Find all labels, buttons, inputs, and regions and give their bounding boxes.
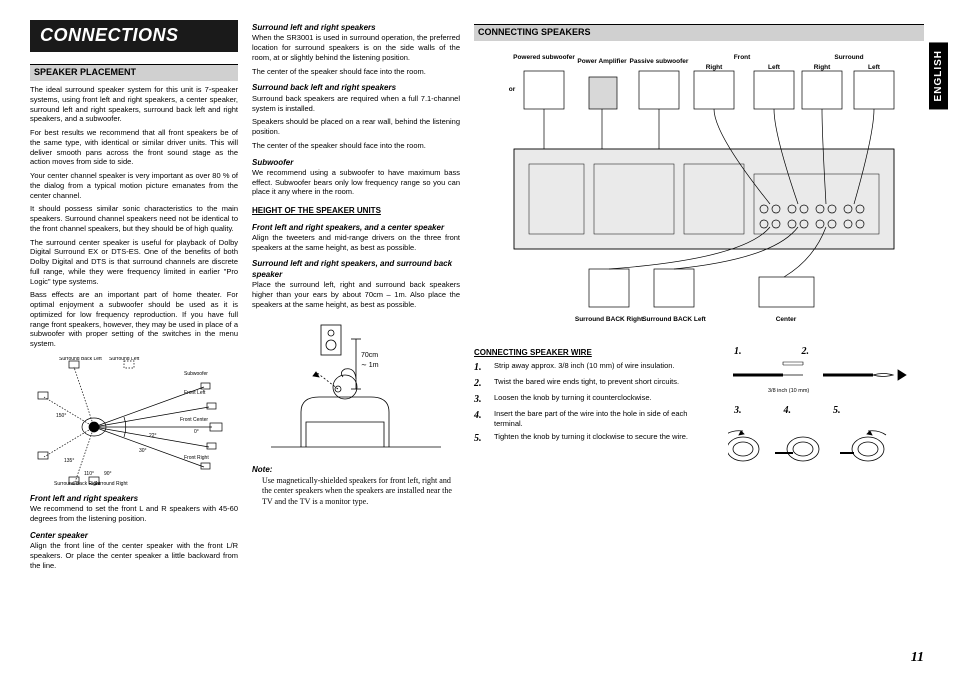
svg-text:3/8 inch (10 mm): 3/8 inch (10 mm): [768, 388, 809, 394]
svg-text:Subwoofer: Subwoofer: [184, 371, 208, 377]
wire-strip-icon: 3/8 inch (10 mm): [728, 360, 908, 400]
steps-list: 1. Strip away approx. 3/8 inch (10 mm) of…: [474, 361, 714, 445]
page-title: CONNECTIONS: [30, 20, 238, 52]
svg-text:Center: Center: [776, 316, 797, 323]
body-text: The center of the speaker should face in…: [252, 141, 460, 151]
subhead-height-front: Front left and right speakers, and a cen…: [252, 223, 460, 233]
subhead-subwoofer: Subwoofer: [252, 158, 460, 168]
body-text: Align the tweeters and mid-range drivers…: [252, 233, 460, 253]
svg-text:Power Amplifier: Power Amplifier: [577, 58, 627, 65]
subhead-front-lr: Front left and right speakers: [30, 494, 238, 504]
svg-text:22°: 22°: [149, 433, 157, 439]
subhead-height-surround: Surround left and right speakers, and su…: [252, 259, 460, 280]
diagram-step-num: 1.: [734, 345, 742, 358]
ear-height-diagram: 70cm ∼ 1m: [252, 317, 460, 457]
body-text: The surround center speaker is useful fo…: [30, 238, 238, 287]
svg-text:150°: 150°: [56, 413, 66, 419]
subhead-surround-back: Surround back left and right speakers: [252, 83, 460, 93]
diagram-step-num: 5.: [833, 404, 841, 417]
column-left: CONNECTIONS SPEAKER PLACEMENT The ideal …: [30, 20, 238, 663]
step-num: 2.: [474, 377, 488, 390]
svg-text:Front: Front: [734, 54, 751, 61]
svg-text:110°: 110°: [84, 471, 94, 477]
svg-text:Front Center: Front Center: [180, 417, 208, 423]
page-content: CONNECTIONS SPEAKER PLACEMENT The ideal …: [0, 0, 954, 675]
subhead-surround-lr: Surround left and right speakers: [252, 23, 460, 33]
svg-text:Left: Left: [868, 64, 881, 71]
note-body: Use magnetically-shielded speakers for f…: [252, 476, 460, 507]
step-text: Insert the bare part of the wire into th…: [494, 409, 714, 429]
svg-text:Surround BACK Right: Surround BACK Right: [575, 316, 644, 323]
body-text: Place the surround left, right and surro…: [252, 280, 460, 309]
svg-text:30°: 30°: [139, 448, 147, 454]
wire-instructions: CONNECTING SPEAKER WIRE 1. Strip away app…: [474, 343, 714, 483]
column-right: CONNECTING SPEAKERS: [474, 20, 924, 663]
section-heading-speaker-placement: SPEAKER PLACEMENT: [30, 64, 238, 81]
page-number: 11: [911, 649, 924, 667]
subhead-center: Center speaker: [30, 531, 238, 541]
svg-text:Surround Left: Surround Left: [109, 357, 140, 362]
svg-text:Surround: Surround: [834, 54, 863, 61]
diagram-step-num: 3.: [734, 404, 742, 417]
svg-text:Passive subwoofer: Passive subwoofer: [630, 58, 689, 65]
step-text: Loosen the knob by turning it counterclo…: [494, 393, 652, 403]
note-heading: Note:: [252, 465, 460, 475]
body-text: Surround back speakers are required when…: [252, 94, 460, 114]
body-text: When the SR3001 is used in surround oper…: [252, 33, 460, 62]
subhead-height: HEIGHT OF THE SPEAKER UNITS: [252, 206, 460, 216]
svg-text:90°: 90°: [104, 471, 112, 477]
body-text: Bass effects are an important part of ho…: [30, 290, 238, 349]
body-text: The center of the speaker should face in…: [252, 67, 460, 77]
svg-text:Surround Back Left: Surround Back Left: [59, 357, 102, 362]
body-text: It should possess similar sonic characte…: [30, 204, 238, 233]
step-num: 3.: [474, 393, 488, 406]
step-num: 1.: [474, 361, 488, 374]
svg-text:Right: Right: [814, 64, 831, 71]
body-text: Your center channel speaker is very impo…: [30, 171, 238, 200]
body-text: For best results we recommend that all f…: [30, 128, 238, 167]
body-text: We recommend using a subwoofer to have m…: [252, 168, 460, 197]
svg-text:or: or: [509, 86, 516, 93]
column-middle: Surround left and right speakers When th…: [252, 20, 460, 663]
step-num: 4.: [474, 409, 488, 422]
receiver-wiring-diagram: or Powered subwoofer Power Amplifier Pas…: [474, 49, 924, 339]
diagram-step-num: 4.: [784, 404, 792, 417]
body-text: Align the front line of the center speak…: [30, 541, 238, 570]
speaker-placement-diagram: Surround Back Left Surround Left Subwoof…: [30, 357, 238, 487]
svg-text:70cm: 70cm: [361, 352, 378, 359]
step-num: 5.: [474, 432, 488, 445]
svg-text:Left: Left: [768, 64, 781, 71]
svg-text:135°: 135°: [64, 458, 74, 464]
wire-diagrams: 1. 2. 3/8 inch (10 mm) 3.: [728, 343, 924, 483]
subhead-wire: CONNECTING SPEAKER WIRE: [474, 348, 714, 358]
body-text: Speakers should be placed on a rear wall…: [252, 117, 460, 137]
body-text: We recommend to set the front L and R sp…: [30, 504, 238, 524]
svg-text:Front Left: Front Left: [184, 390, 206, 396]
knob-icons: [728, 419, 908, 479]
svg-text:∼ 1m: ∼ 1m: [361, 362, 379, 369]
body-text: The ideal surround speaker system for th…: [30, 85, 238, 124]
diagram-step-num: 2.: [802, 345, 810, 358]
step-text: Tighten the knob by turning it clockwise…: [494, 432, 688, 442]
svg-text:Front Right: Front Right: [184, 455, 209, 461]
svg-text:Right: Right: [706, 64, 723, 71]
section-heading-connecting: CONNECTING SPEAKERS: [474, 24, 924, 41]
svg-text:Surround Right: Surround Right: [94, 481, 128, 487]
step-text: Strip away approx. 3/8 inch (10 mm) of w…: [494, 361, 675, 371]
svg-text:Surround BACK Left: Surround BACK Left: [642, 316, 706, 323]
svg-text:Powered subwoofer: Powered subwoofer: [513, 54, 575, 61]
step-text: Twist the bared wire ends tight, to prev…: [494, 377, 679, 387]
language-tab: ENGLISH: [929, 42, 948, 109]
svg-text:0°: 0°: [194, 429, 199, 435]
